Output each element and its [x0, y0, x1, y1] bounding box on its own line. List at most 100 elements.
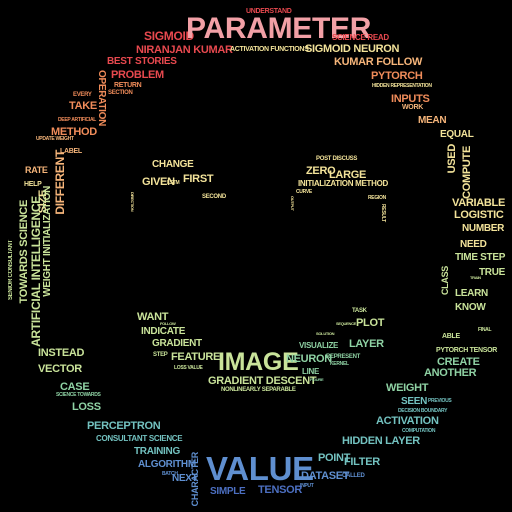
word-section: SECTION	[108, 90, 133, 96]
word-lstm: LSTM	[167, 180, 180, 186]
word-problem: PROBLEM	[111, 69, 164, 81]
word-help: HELP	[24, 181, 42, 188]
word-variable: VARIABLE	[452, 197, 506, 209]
word-sequence: SEQUENCE	[336, 321, 357, 326]
word-create: CREATE	[437, 356, 480, 368]
word-compute: COMPUTE	[461, 146, 473, 199]
word-parameter: PARAMETER	[186, 12, 372, 45]
word-kernel: KERNEL	[330, 361, 349, 367]
word-feature: FEATURE	[171, 351, 221, 363]
word-next: NEXT	[172, 473, 198, 484]
word-point: POINT	[318, 452, 351, 464]
word-simple: SIMPLE	[210, 486, 246, 497]
word-previous: PREVIOUS	[428, 398, 452, 404]
word-called: CALLED	[342, 473, 365, 479]
word-weight-initialization: WEIGHT INITIALIZATION	[42, 186, 53, 297]
word-indicate: INDICATE	[141, 326, 186, 337]
word-hidden-layer: HIDDEN LAYER	[342, 435, 420, 447]
word-zero: ZERO	[306, 165, 336, 177]
word-initialization-method: INITIALIZATION METHOD	[298, 179, 388, 188]
word-work: WORK	[402, 104, 423, 111]
word-hidden-representation: HIDDEN REPRESENTATION	[372, 83, 432, 89]
word-instead: INSTEAD	[38, 347, 85, 359]
word-change: CHANGE	[152, 159, 194, 170]
word-perceptron: PERCEPTRON	[87, 420, 161, 432]
word-first: FIRST	[183, 173, 214, 185]
word-logistic: LOGISTIC	[454, 209, 504, 221]
word-step: STEP	[153, 352, 168, 358]
word-curve: CURVE	[296, 189, 312, 195]
word-final: FINAL	[478, 327, 492, 333]
word-science-read: SCIENCE READ	[332, 33, 389, 42]
word-gradient-descent: GRADIENT DESCENT	[208, 375, 317, 387]
word-return: RETURN	[114, 82, 142, 89]
word-every: EVERY	[73, 92, 92, 98]
word-pytorch: PYTORCH	[371, 70, 423, 82]
word-decision-boundary: DECISION BOUNDARY	[398, 408, 448, 414]
word-method: METHOD	[51, 126, 97, 138]
word-computation: COMPUTATION	[402, 428, 436, 434]
word-mean: MEAN	[418, 115, 447, 126]
word-inputs: INPUTS	[391, 93, 430, 105]
word-region: REGION	[368, 195, 386, 201]
word-vector: VECTOR	[38, 363, 82, 375]
word-weight: WEIGHT	[386, 382, 429, 394]
word-visualize: VISUALIZE	[299, 341, 339, 350]
word-output: OUTPUT	[290, 196, 295, 211]
word-nonlinearly-separable: NONLINEARLY SEPARABLE	[221, 387, 296, 393]
word-tensor: TENSOR	[258, 484, 303, 496]
word-operation: OPERATION	[96, 70, 107, 127]
word-second: SECOND	[202, 194, 226, 200]
word-line: LINE	[302, 367, 320, 376]
word-represent: REPRESENT	[326, 354, 360, 360]
word-activation-functions: ACTIVATION FUNCTIONS	[230, 46, 309, 53]
word-figure: FIGURE	[310, 377, 324, 382]
word-result: RESULT	[380, 204, 386, 222]
word-time-step: TIME STEP	[455, 252, 506, 263]
word-train: TRAIN	[470, 275, 481, 280]
word-want: WANT	[137, 311, 169, 323]
word-case: CASE	[60, 381, 90, 393]
word-able: ABLE	[442, 333, 460, 340]
word-image: IMAGE	[218, 348, 299, 376]
word-large: LARGE	[329, 169, 367, 181]
word-update-weight: UPDATE WEIGHT	[36, 136, 74, 142]
word-true: TRUE	[479, 267, 506, 278]
word-consultant-science: CONSULTANT SCIENCE	[96, 434, 183, 443]
word-senior-consultant: SENIOR CONSULTANT	[8, 240, 14, 301]
word-class: CLASS	[440, 266, 450, 296]
word-gradient: GRADIENT	[152, 338, 202, 349]
word-different: DIFFERENT	[53, 150, 67, 215]
word-used: USED	[446, 144, 458, 174]
word-post-discuss: POST DISCUSS	[316, 156, 358, 162]
word-sigmoid: SIGMOID	[144, 29, 194, 43]
word-neuron: NEURON	[286, 353, 332, 365]
word-layer: LAYER	[349, 338, 384, 350]
word-plot: PLOT	[356, 317, 385, 329]
word-value: VALUE	[206, 450, 314, 487]
word-label: LABEL	[60, 148, 82, 155]
word-given: GIVEN	[142, 176, 175, 188]
word-artificial-intelligence: ARTIFICIAL INTELLIGENCE	[29, 196, 43, 347]
word-loss-value: LOSS VALUE	[174, 365, 203, 371]
word-niranjan-kumar: NIRANJAN KUMAR	[136, 44, 233, 56]
word-solution: SOLUTION	[316, 331, 335, 336]
word-training: TRAINING	[134, 446, 180, 457]
word-follow: FOLLOW	[160, 321, 176, 326]
word-algorithm: ALGORITHM	[138, 459, 196, 470]
word-science-towards: SCIENCE TOWARDS	[56, 392, 101, 398]
word-pytorch-tensor: PYTORCH TENSOR	[436, 347, 498, 354]
word-dataset: DATASET	[301, 470, 350, 482]
word-best-stories: BEST STORIES	[107, 56, 177, 67]
word-task: TASK	[352, 308, 367, 314]
word-know: KNOW	[455, 302, 486, 313]
word-rate: RATE	[25, 165, 48, 175]
word-understand: UNDERSTAND	[246, 8, 292, 15]
word-deep-artificial: DEEP ARTIFICIAL	[58, 117, 97, 123]
word-batch: BATCH	[162, 471, 178, 477]
word-another: ANOTHER	[424, 367, 477, 379]
word-loss: LOSS	[72, 401, 101, 413]
word-learn: LEARN	[455, 288, 488, 299]
word-input: INPUT	[300, 483, 314, 489]
word-take: TAKE	[69, 100, 97, 112]
